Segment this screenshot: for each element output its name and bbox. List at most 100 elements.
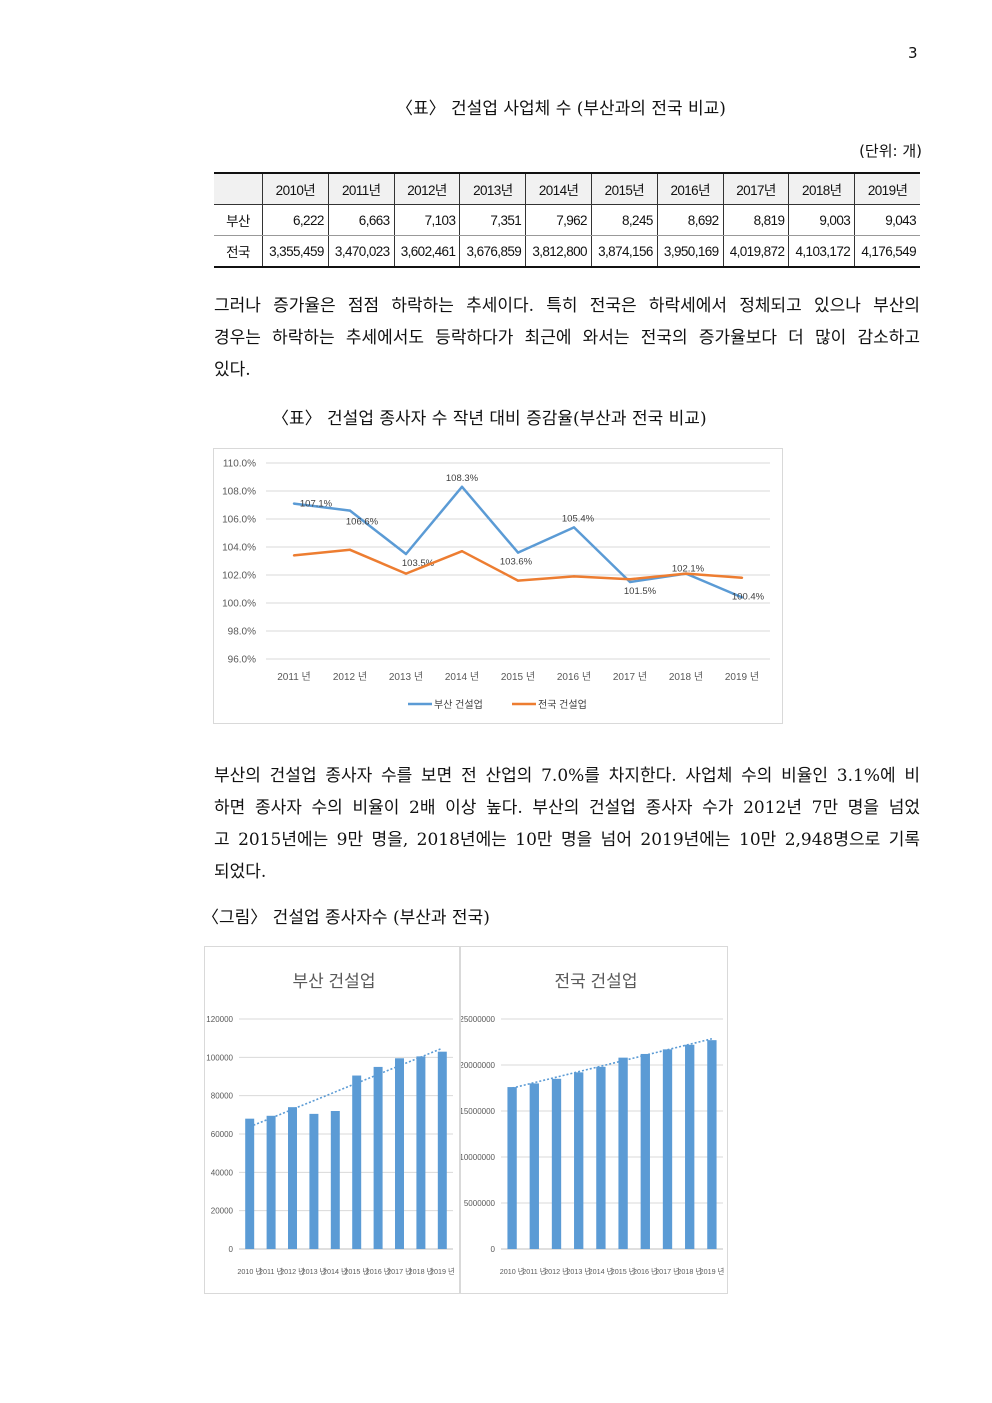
paragraph-line: 그러나 증가율은 점점 하락하는 추세이다. 특히 전국은 하락세에서 정체되고…	[214, 296, 920, 316]
bar	[507, 1087, 517, 1249]
data-point	[628, 580, 632, 584]
x-tick-label: 2018 년	[677, 1267, 702, 1276]
data-point	[516, 579, 520, 582]
x-tick-label: 2015 년	[611, 1267, 636, 1276]
table-cell: 전국	[214, 235, 263, 268]
table-header-cell: 2014년	[525, 172, 592, 205]
table-unit: (단위: 개)	[859, 142, 922, 160]
x-tick-label: 2019 년	[725, 671, 759, 683]
x-tick-label: 2013 년	[302, 1267, 327, 1276]
x-tick-label: 2011 년	[259, 1267, 283, 1276]
bar	[437, 1051, 447, 1249]
x-tick-label: 2017 년	[613, 671, 647, 683]
data-point	[292, 554, 296, 557]
paragraph-2: 부산의 건설업 종사자 수를 보면 전 산업의 7.0%를 차지한다. 사업체 …	[214, 760, 920, 888]
data-point	[348, 548, 352, 551]
y-tick-label: 96.0%	[228, 655, 256, 666]
table-cell: 7,103	[393, 204, 460, 236]
y-tick-label: 104.0%	[222, 543, 256, 554]
trendline	[511, 1037, 713, 1089]
table-cell: 4,176,549	[854, 235, 920, 268]
paragraph-1: 그러나 증가율은 점점 하락하는 추세이다. 특히 전국은 하락세에서 정체되고…	[214, 290, 920, 386]
table-header-cell: 2019년	[854, 172, 920, 205]
y-tick-label: 120000	[206, 1015, 233, 1024]
table-cell: 3,950,169	[656, 235, 724, 268]
data-point	[348, 509, 352, 512]
x-tick-label: 2018 년	[669, 671, 703, 683]
table-cell: 3,812,800	[525, 235, 592, 268]
bar	[618, 1057, 628, 1249]
table-cell: 9,043	[854, 204, 920, 236]
data-point	[628, 578, 632, 581]
x-tick-label: 2011 년	[277, 671, 310, 683]
table-header-cell: 2017년	[722, 172, 789, 205]
table-cell: 3,470,023	[327, 235, 395, 268]
y-tick-label: 20000000	[461, 1061, 496, 1070]
bar	[685, 1044, 695, 1249]
table-cell: 9,003	[788, 204, 855, 236]
data-label: 107.1%	[300, 499, 333, 510]
y-tick-label: 60000	[211, 1130, 234, 1139]
data-label: 100.4%	[732, 591, 765, 602]
x-tick-label: 2018 년	[409, 1267, 434, 1276]
y-tick-label: 15000000	[461, 1107, 496, 1116]
x-tick-label: 2014 년	[323, 1267, 348, 1276]
bar	[596, 1066, 606, 1249]
x-tick-label: 2010 년	[237, 1267, 262, 1276]
x-tick-label: 2013 년	[389, 671, 423, 683]
y-tick-label: 10000000	[461, 1153, 496, 1162]
figure-caption: 〈그림〉 건설업 종사자수 (부산과 전국)	[202, 908, 490, 928]
y-tick-label: 25000000	[461, 1015, 496, 1024]
table-cell: 7,962	[525, 204, 592, 236]
bar	[245, 1118, 255, 1249]
bar	[373, 1066, 383, 1249]
x-tick-label: 2012 년	[280, 1267, 305, 1276]
table-cell: 6,222	[262, 204, 329, 236]
table-header-cell: 2015년	[590, 172, 658, 205]
bar	[640, 1053, 650, 1249]
bar	[574, 1072, 584, 1249]
x-tick-label: 2019 년	[430, 1267, 455, 1276]
legend-label: 전국 건설업	[538, 698, 587, 711]
data-point	[404, 552, 408, 556]
data-label: 105.4%	[562, 513, 595, 524]
data-point	[684, 572, 688, 575]
bar	[352, 1075, 362, 1249]
table-cell: 3,874,156	[590, 235, 658, 268]
y-tick-label: 80000	[211, 1092, 234, 1101]
paragraph-line: 고 2015년에는 9만 명을, 2018년에는 10만 명을 넘어 2019년…	[214, 830, 920, 850]
chart-title: 부산 건설업	[293, 972, 376, 991]
data-label: 103.6%	[500, 557, 533, 568]
data-point	[516, 551, 520, 554]
table-header-cell: 2018년	[788, 172, 855, 205]
data-point	[460, 550, 464, 553]
table-cell: 3,355,459	[262, 235, 329, 268]
data-point	[460, 485, 464, 488]
paragraph-line: 경우는 하락하는 추세에서도 등락하다가 최근에 와서는 전국의 증가율보다 더…	[214, 328, 920, 348]
business-count-table: 2010년 2011년 2012년 2013년 2014년 2015년 2016…	[214, 172, 920, 268]
data-point	[572, 526, 576, 529]
trendline	[249, 1047, 443, 1128]
paragraph-line: 부산의 건설업 종사자 수를 보면 전 산업의 7.0%를 차지한다. 사업체 …	[214, 766, 920, 786]
paragraph-line: 하면 종사자 수의 비율이 2배 이상 높다. 부산의 건설업 종사자 수가 2…	[214, 798, 920, 818]
table-caption: 〈표〉 건설업 사업체 수 (부산과의 전국 비교)	[396, 99, 726, 119]
table-cell: 부산	[214, 204, 263, 236]
data-point	[404, 572, 408, 575]
table-cell: 8,819	[722, 204, 789, 236]
y-tick-label: 5000000	[464, 1199, 496, 1208]
bar	[529, 1083, 539, 1249]
y-tick-label: 40000	[211, 1168, 234, 1177]
x-tick-label: 2015 년	[344, 1267, 369, 1276]
x-tick-label: 2014 년	[589, 1267, 614, 1276]
bar	[662, 1049, 673, 1249]
y-tick-label: 102.0%	[222, 571, 256, 582]
table-header-cell	[214, 172, 263, 205]
data-point	[740, 596, 744, 599]
table-row-national: 전국 3,355,459 3,470,023 3,602,461 3,676,8…	[214, 235, 920, 268]
y-tick-label: 106.0%	[222, 515, 256, 526]
x-tick-label: 2016 년	[366, 1267, 391, 1276]
x-tick-label: 2010 년	[500, 1267, 525, 1276]
y-tick-label: 100000	[206, 1053, 233, 1062]
x-tick-label: 2014 년	[445, 671, 479, 683]
table-cell: 3,602,461	[393, 235, 460, 268]
